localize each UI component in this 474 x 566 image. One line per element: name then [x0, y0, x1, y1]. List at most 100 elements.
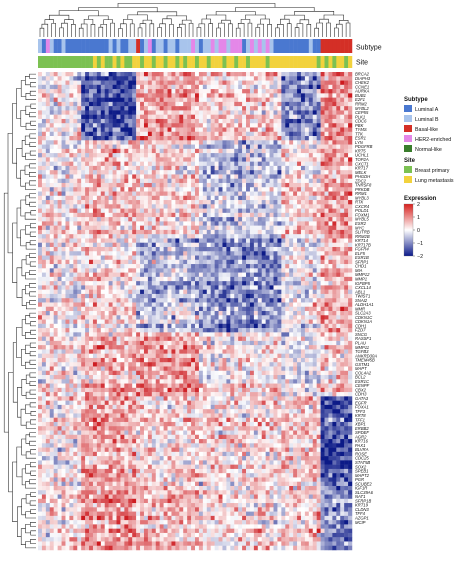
heatmap-cell — [344, 268, 349, 273]
heatmap-cell — [198, 255, 204, 261]
heatmap-cell — [183, 178, 188, 184]
heatmap-cell — [265, 195, 270, 201]
heatmap-cell — [348, 161, 353, 167]
heatmap-cell — [253, 217, 259, 222]
heatmap-cell — [285, 174, 290, 179]
heatmap-cell — [242, 242, 247, 248]
heatmap-cell — [210, 225, 215, 231]
heatmap-cell — [324, 123, 329, 128]
heatmap-cell — [104, 212, 109, 218]
heatmap-cell — [226, 170, 231, 175]
heatmap-cell — [81, 276, 86, 282]
heatmap-cell — [273, 251, 278, 256]
heatmap-cell — [324, 114, 329, 120]
heatmap-cell — [238, 212, 243, 218]
heatmap-cell — [293, 165, 298, 171]
heatmap-cell — [132, 140, 137, 145]
heatmap-cell — [104, 229, 109, 235]
heatmap-cell — [297, 157, 302, 162]
heatmap-cell — [297, 140, 302, 145]
heatmap-cell — [312, 174, 317, 179]
heatmap-cell — [191, 140, 196, 145]
heatmap-cell — [210, 187, 215, 192]
heatmap-cell — [297, 118, 302, 124]
heatmap-cell — [226, 259, 231, 265]
heatmap-cell — [195, 204, 200, 209]
heatmap-cell — [45, 106, 51, 111]
heatmap-cell — [183, 259, 188, 265]
heatmap-cell — [242, 165, 247, 171]
heatmap-cell — [340, 93, 345, 98]
heatmap-cell — [214, 281, 219, 286]
heatmap-cell — [159, 161, 164, 167]
heatmap-cell — [348, 302, 353, 307]
heatmap-cell — [218, 225, 223, 231]
heatmap-cell — [100, 281, 105, 286]
heatmap-cell — [69, 242, 74, 248]
heatmap-cell — [167, 217, 172, 222]
heatmap-cell — [143, 208, 149, 214]
heatmap-cell — [167, 118, 172, 124]
subtype-cell — [187, 39, 192, 53]
heatmap-cell — [242, 127, 247, 132]
heatmap-cell — [96, 170, 102, 175]
heatmap-cell — [73, 170, 78, 175]
heatmap-cell — [124, 289, 129, 295]
heatmap-cell — [348, 144, 353, 150]
heatmap-cell — [293, 114, 298, 120]
heatmap-cell — [108, 93, 113, 98]
heatmap-cell — [89, 272, 94, 278]
heatmap-cell — [269, 234, 274, 239]
heatmap-cell — [253, 221, 259, 226]
heatmap-cell — [336, 114, 341, 120]
heatmap-cell — [230, 153, 235, 158]
heatmap-cell — [218, 80, 223, 86]
heatmap-cell — [246, 118, 251, 124]
heatmap-cell — [285, 118, 290, 124]
site-cell — [183, 56, 188, 68]
heatmap-cell — [96, 255, 102, 261]
heatmap-cell — [332, 298, 337, 303]
heatmap-cell — [285, 285, 290, 290]
heatmap-cell — [222, 144, 227, 150]
heatmap-cell — [297, 93, 302, 98]
heatmap-cell — [289, 144, 294, 150]
heatmap-cell — [112, 285, 117, 290]
heatmap-cell — [273, 315, 278, 320]
heatmap-cell — [304, 272, 310, 278]
heatmap-cell — [77, 298, 82, 303]
site-cell — [104, 56, 109, 68]
heatmap-cell — [73, 191, 78, 197]
heatmap-cell — [57, 80, 62, 86]
heatmap-cell — [273, 80, 278, 86]
heatmap-cell — [179, 259, 184, 265]
heatmap-cell — [206, 234, 211, 239]
heatmap-cell — [308, 144, 313, 150]
heatmap-cell — [214, 153, 219, 158]
row-dendrogram-branch — [20, 169, 26, 187]
heatmap-cell — [308, 174, 313, 179]
heatmap-cell — [308, 127, 313, 132]
heatmap-cell — [242, 298, 247, 303]
heatmap-cell — [222, 221, 227, 226]
heatmap-cell — [45, 93, 51, 98]
heatmap-cell — [128, 153, 133, 158]
heatmap-cell — [332, 191, 337, 197]
heatmap-cell — [202, 178, 208, 184]
heatmap-cell — [226, 255, 231, 261]
heatmap-cell — [175, 80, 180, 86]
heatmap-cell — [222, 195, 227, 201]
heatmap-cell — [273, 136, 278, 141]
heatmap-cell — [53, 264, 58, 269]
heatmap-cell — [332, 302, 337, 307]
heatmap-cell — [308, 212, 313, 218]
heatmap-cell — [261, 178, 266, 184]
heatmap-cell — [151, 306, 156, 312]
heatmap-cell — [96, 315, 102, 320]
heatmap-cell — [85, 276, 90, 282]
heatmap-cell — [112, 306, 117, 312]
heatmap-cell — [96, 238, 102, 243]
heatmap-cell — [230, 246, 235, 252]
heatmap-cell — [344, 208, 349, 214]
heatmap-cell — [198, 238, 204, 243]
